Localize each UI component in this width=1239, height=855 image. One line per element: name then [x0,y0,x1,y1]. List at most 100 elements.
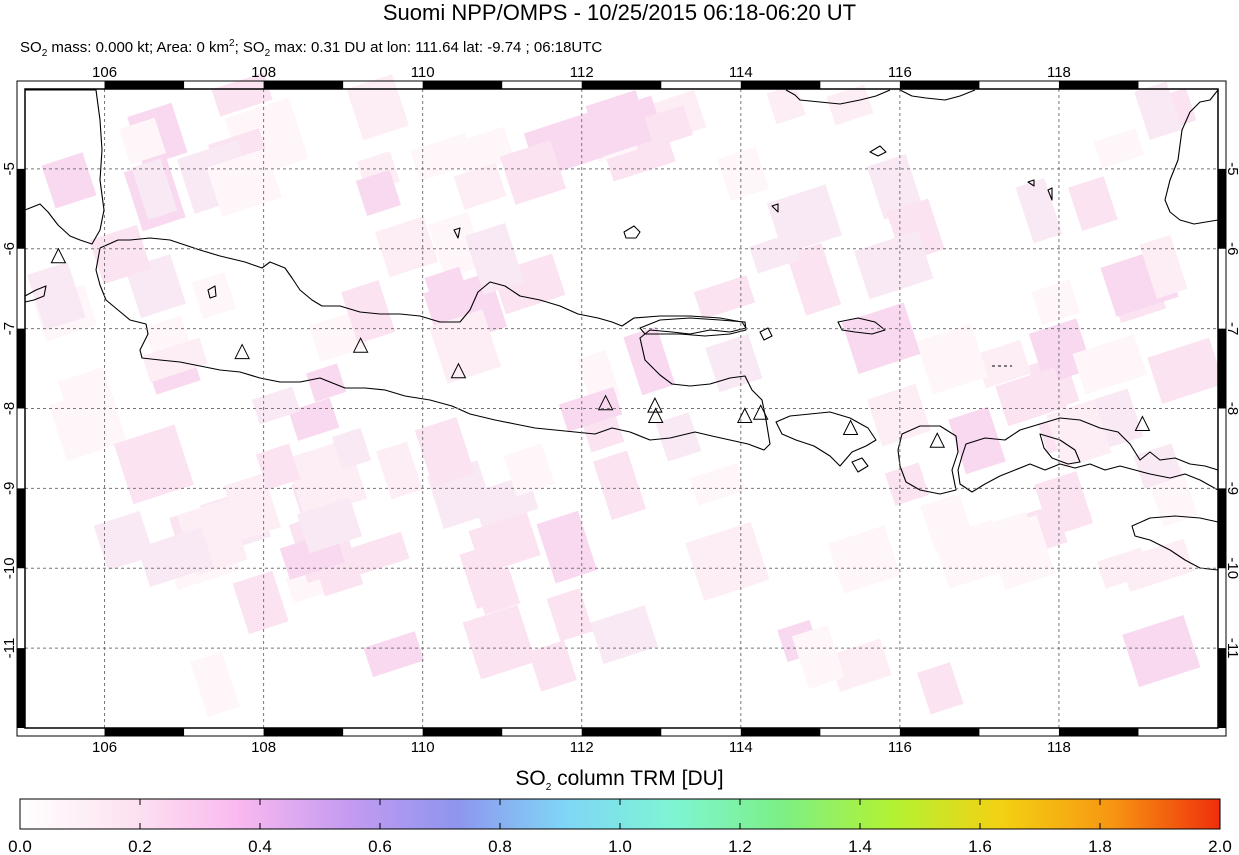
so2-pixel [766,84,806,125]
frame-bar-right [1218,648,1226,728]
so2-pixel-layer [27,72,1225,717]
so2-pixel [190,651,240,717]
lon-label-bottom: 106 [92,739,117,756]
coastline-bali [775,411,877,467]
coastline-kangean [837,317,886,335]
so2-pixel [623,326,676,396]
so2-pixel [346,74,409,141]
lat-label-right: -11 [1224,638,1239,659]
so2-pixel [915,323,989,395]
lon-label-top: 108 [251,64,276,81]
lon-label-top: 116 [888,64,912,81]
so2-pixel [1072,334,1148,395]
coastline-small-island-6 [1047,187,1053,201]
so2-pixel [428,309,502,384]
colorbar-tick-label: 0.4 [248,837,272,855]
lon-label-top: 114 [729,64,753,81]
coastline-borneo-east [899,89,976,101]
so2-pixel [1034,471,1094,537]
tick-labels: 106 106 108 108 110 110 112 112 114 114 116 116 118 1… [1,64,1239,756]
subtitle-mass-text: mass: 0.000 kt; Area: 0 km [47,39,229,56]
lon-label-bottom: 108 [251,739,276,756]
coastline-small-island-5 [1027,179,1035,187]
so2-pixel [1068,176,1118,231]
colorbar: 0.0 0.2 0.4 0.6 0.8 1.0 1.2 1.4 1.6 1.8 2.0 [8,798,1232,855]
so2-pixel [462,604,536,680]
coastline-small-island-2 [207,285,217,299]
lon-label-bottom: 112 [570,739,594,756]
so2-pixel [705,333,763,393]
frame-bar-top [104,81,185,89]
so2-pixel [590,605,658,665]
so2-pixel [341,280,396,344]
lat-label-left: -8 [1,402,18,415]
so2-pixel [917,662,964,715]
map-subtitle: SO2 mass: 0.000 kt; Area: 0 km2; SO2 max… [20,35,602,63]
frame-bar-bottom [422,728,503,736]
colorbar-tick-label: 1.8 [1088,837,1112,855]
colorbar-title: SO2 column TRM [DU] [0,767,1239,800]
frame-bar-bottom [581,728,662,736]
so2-pixel [866,154,923,220]
lat-label-right: -9 [1224,482,1239,495]
volcano-icon [1134,415,1151,431]
frame-bar-left [17,648,25,728]
volcano-icon [450,362,467,379]
colorbar-tick-label: 1.0 [608,837,632,855]
lat-label-left: -9 [1,482,18,495]
so2-pixel [1147,337,1225,404]
subtitle-mass-sub: 2 [41,48,48,59]
so2-pixel [331,427,372,470]
so2-pixel [296,497,363,554]
subtitle-area-sup: 2 [229,38,235,49]
lat-label-left: -5 [1,162,18,175]
lat-label-right: -10 [1224,557,1239,579]
so2-pixel [255,443,301,490]
so2-pixel [853,230,934,300]
volcano-icon [352,337,369,353]
so2-pixel [1015,178,1063,244]
so2-pixel [546,588,594,642]
so2-pixel [1122,615,1201,688]
lat-label-left: -6 [1,242,18,255]
so2-pixel [828,638,892,692]
colorbar-tick-label: 0.2 [128,837,152,855]
so2-pixel [305,363,347,402]
lon-label-bottom: 118 [1047,739,1071,756]
so2-pixel [528,640,577,692]
colorbar-title-prefix: SO [515,767,546,790]
so2-pixel [717,146,770,201]
so2-pixel [693,275,756,320]
so2-pixel [1093,128,1145,169]
so2-pixel [1031,279,1081,325]
so2-pixel [655,412,702,462]
colorbar-tick-label: 0.0 [8,837,32,855]
colorbar-tick-label: 2.0 [1208,837,1232,855]
lon-label-top: 110 [411,64,435,81]
colorbar-tick-label: 0.8 [488,837,512,855]
so2-pixel [499,140,567,205]
so2-pixel [503,443,555,497]
so2-pixel [141,337,208,383]
volcano-icon [736,407,753,423]
lat-label-right: -7 [1224,322,1239,335]
so2-pixel [592,450,647,521]
so2-pixel [536,510,598,584]
lon-label-bottom: 114 [729,739,753,756]
lat-label-left: -10 [1,557,18,579]
subtitle-mass-label: SO [20,39,42,56]
lat-label-right: -5 [1224,162,1239,175]
so2-pixel [410,132,475,182]
so2-pixel [884,462,930,506]
lat-label-right: -6 [1224,242,1239,255]
volcano-icon [50,247,67,264]
so2-pixel [223,473,282,541]
volcano-icon [234,343,250,360]
so2-pixel [464,222,525,295]
coastline-madura [639,317,747,337]
frame-bar-right [1218,328,1226,409]
coastline-sumatra-south [24,285,47,303]
subtitle-max-sub: 2 [264,48,271,59]
so2-pixel [453,162,507,210]
